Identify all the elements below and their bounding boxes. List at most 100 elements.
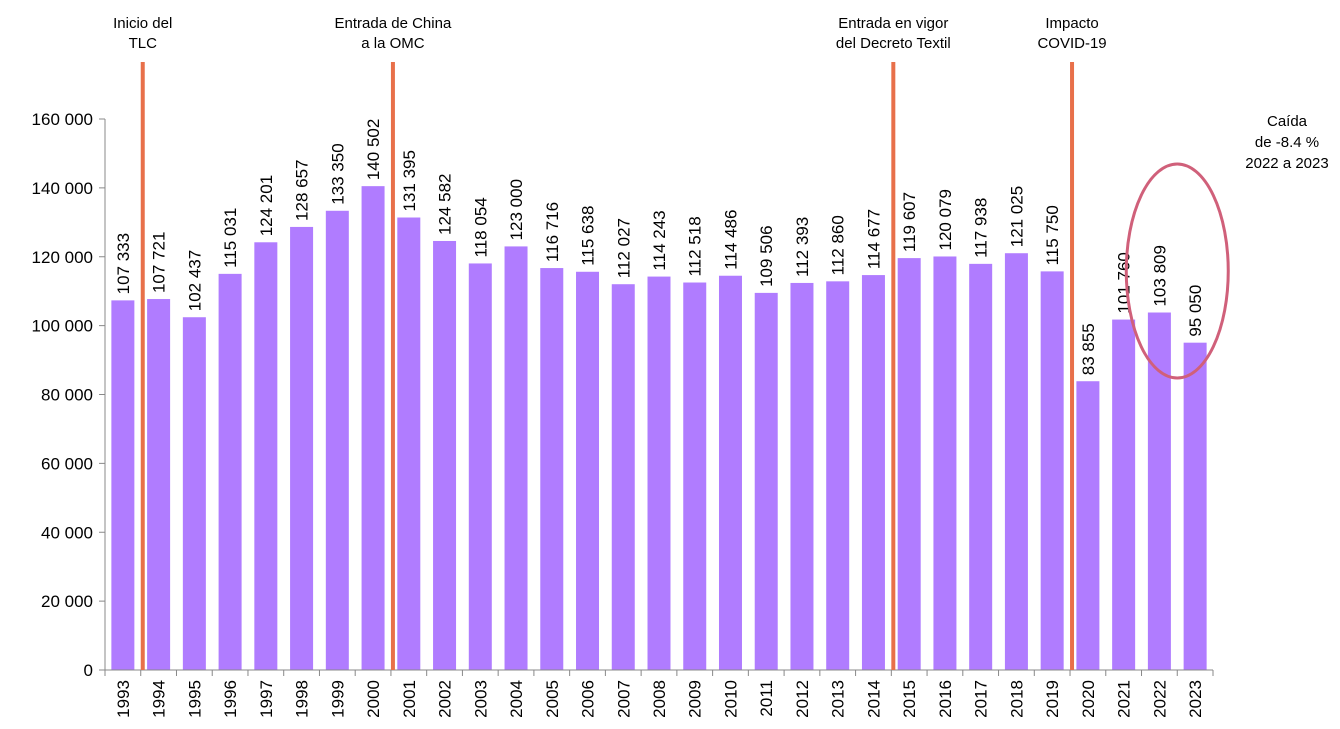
bar-1993 <box>111 300 135 670</box>
x-tick-label-2006: 2006 <box>579 680 598 718</box>
x-tick-label-2001: 2001 <box>400 680 419 718</box>
bar-2012 <box>790 282 814 670</box>
event-label: Inicio del <box>113 15 172 32</box>
bar-2002 <box>433 240 457 670</box>
value-label-2009: 112 518 <box>686 216 705 276</box>
x-tick-label-2003: 2003 <box>471 680 490 718</box>
y-tick-label: 140 000 <box>32 179 93 198</box>
x-tick-label-1998: 1998 <box>293 680 312 718</box>
bar-2010 <box>718 275 742 670</box>
x-tick-label-1997: 1997 <box>257 680 276 718</box>
event-label: Entrada de China <box>335 15 452 32</box>
value-label-2005: 116 716 <box>543 202 562 262</box>
y-tick-label: 80 000 <box>41 386 93 405</box>
y-tick-label: 120 000 <box>32 248 93 267</box>
bar-2023 <box>1183 342 1207 670</box>
x-tick-label-1995: 1995 <box>185 680 204 718</box>
value-label-2000: 140 502 <box>364 119 383 180</box>
bar-2004 <box>504 246 528 670</box>
value-label-1997: 124 201 <box>257 175 276 236</box>
x-tick-label-2008: 2008 <box>650 680 669 718</box>
bar-2001 <box>397 217 421 670</box>
highlight-note: Caída <box>1267 113 1308 130</box>
bar-2000 <box>361 186 385 670</box>
x-axis: 1993 1994 1995 1996 1997 1998 1999 2000 2001 2002… <box>104 669 1214 718</box>
value-label-1996: 115 031 <box>221 208 240 268</box>
bar-2015 <box>897 258 921 670</box>
value-label-2002: 124 582 <box>436 174 455 235</box>
x-tick-label-1993: 1993 <box>114 680 133 718</box>
y-tick-label: 20 000 <box>41 592 93 611</box>
bar-2011 <box>754 292 778 670</box>
event-label: Entrada en vigor <box>838 15 948 32</box>
bar-1995 <box>182 317 206 670</box>
value-label-2014: 114 677 <box>864 209 883 269</box>
value-label-2022: 103 809 <box>1150 245 1169 306</box>
bar-2008 <box>647 276 671 670</box>
value-label-1999: 133 350 <box>328 143 347 204</box>
bar-2021 <box>1112 319 1136 670</box>
value-label-2021: 101 760 <box>1115 252 1134 313</box>
value-label-2007: 112 027 <box>614 218 633 278</box>
value-label-2010: 114 486 <box>721 210 740 270</box>
value-label-2008: 114 243 <box>650 210 669 270</box>
x-tick-label-2016: 2016 <box>936 680 955 718</box>
highlight-ellipse <box>1124 162 1230 380</box>
bar-2005 <box>540 268 564 670</box>
event-markers: Inicio del TLC Entrada de China a la OMC Ent… <box>113 15 1107 670</box>
x-tick-label-2022: 2022 <box>1150 680 1169 718</box>
x-tick-label-2005: 2005 <box>543 680 562 718</box>
bar-2006 <box>576 271 600 670</box>
value-label-2011: 109 506 <box>757 225 776 286</box>
x-tick-label-2002: 2002 <box>436 680 455 718</box>
x-tick-label-2010: 2010 <box>721 680 740 718</box>
x-tick-label-2019: 2019 <box>1043 680 1062 718</box>
x-tick-label-1999: 1999 <box>328 680 347 718</box>
value-label-2003: 118 054 <box>471 197 490 257</box>
bar-2003 <box>468 263 492 670</box>
value-label-2013: 112 860 <box>829 215 848 275</box>
y-tick-label: 60 000 <box>41 454 93 473</box>
event-label: del Decreto Textil <box>836 35 951 52</box>
highlight-note: de -8.4 % <box>1255 134 1319 151</box>
bar-2017 <box>969 263 993 670</box>
value-label-2020: 83 855 <box>1079 323 1098 375</box>
x-tick-label-2023: 2023 <box>1186 680 1205 718</box>
x-tick-label-2018: 2018 <box>1007 680 1026 718</box>
x-tick-label-2004: 2004 <box>507 680 526 718</box>
y-axis: 0 20 000 40 000 60 000 80 000 100 000 120 000 1… <box>32 110 106 680</box>
value-label-2006: 115 638 <box>579 206 598 266</box>
bar-2018 <box>1004 253 1028 670</box>
highlight-annotation: Caída de -8.4 % 2022 a 2023 <box>1124 113 1329 380</box>
bars: 107 333 107 721 102 437 115 031 124 201 128 6… <box>111 119 1207 671</box>
y-tick-label: 160 000 <box>32 110 93 129</box>
value-label-2017: 117 938 <box>972 198 991 258</box>
x-tick-label-2012: 2012 <box>793 680 812 718</box>
x-tick-label-2009: 2009 <box>686 680 705 718</box>
x-tick-label-2021: 2021 <box>1115 680 1134 718</box>
bar-2016 <box>933 256 957 670</box>
x-tick-label-1994: 1994 <box>150 680 169 718</box>
y-tick-label: 0 <box>84 661 93 680</box>
bar-1999 <box>325 210 349 670</box>
bar-2022 <box>1147 312 1171 670</box>
value-label-2001: 131 395 <box>400 150 419 211</box>
value-label-1994: 107 721 <box>150 232 169 293</box>
x-tick-label-2020: 2020 <box>1079 680 1098 718</box>
value-label-2004: 123 000 <box>507 179 526 240</box>
value-label-1998: 128 657 <box>293 159 312 220</box>
x-tick-label-2015: 2015 <box>900 680 919 718</box>
y-tick-label: 40 000 <box>41 523 93 542</box>
y-tick-label: 100 000 <box>32 317 93 336</box>
value-label-2016: 120 079 <box>936 189 955 250</box>
value-label-2023: 95 050 <box>1186 285 1205 337</box>
bar-1997 <box>254 242 278 670</box>
x-tick-label-2014: 2014 <box>864 680 883 718</box>
bar-2014 <box>861 275 885 670</box>
bar-2013 <box>826 281 850 670</box>
x-tick-label-2013: 2013 <box>829 680 848 718</box>
x-tick-label-2007: 2007 <box>614 680 633 718</box>
value-label-2012: 112 393 <box>793 217 812 277</box>
event-label: COVID-19 <box>1037 35 1106 52</box>
